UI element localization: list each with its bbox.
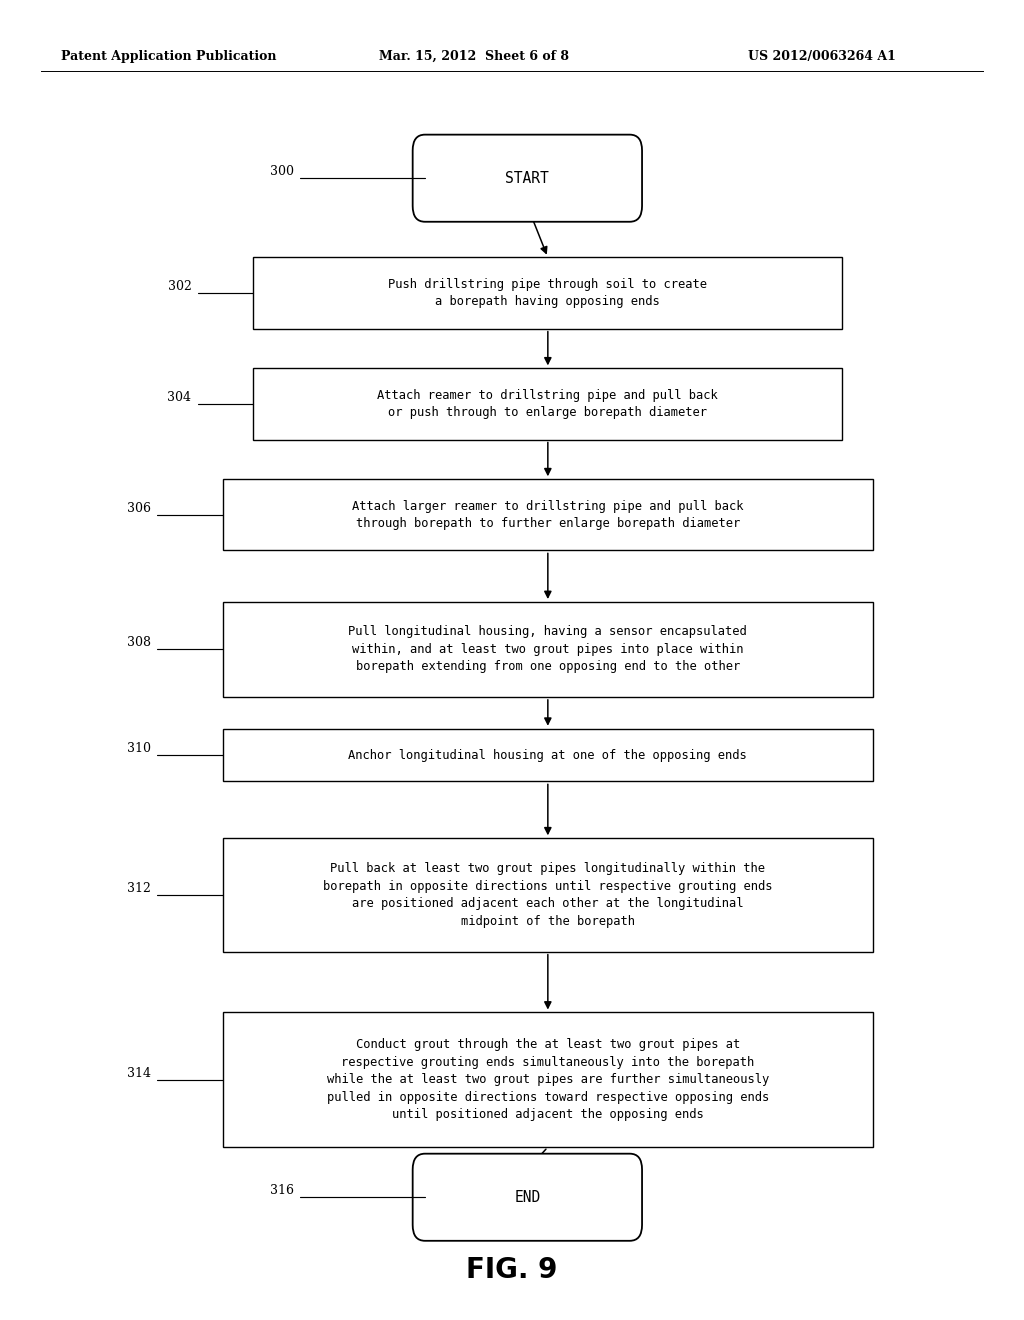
FancyBboxPatch shape	[413, 1154, 642, 1241]
Text: END: END	[514, 1189, 541, 1205]
Text: Attach reamer to drillstring pipe and pull back
or push through to enlarge borep: Attach reamer to drillstring pipe and pu…	[378, 388, 718, 420]
Text: 310: 310	[127, 742, 151, 755]
Text: Conduct grout through the at least two grout pipes at
respective grouting ends s: Conduct grout through the at least two g…	[327, 1039, 769, 1121]
Text: Attach larger reamer to drillstring pipe and pull back
through borepath to furth: Attach larger reamer to drillstring pipe…	[352, 499, 743, 531]
Text: START: START	[506, 170, 549, 186]
Text: 308: 308	[127, 636, 151, 649]
Text: Patent Application Publication: Patent Application Publication	[61, 50, 276, 63]
Text: 304: 304	[168, 391, 191, 404]
FancyBboxPatch shape	[413, 135, 642, 222]
FancyBboxPatch shape	[223, 602, 872, 697]
Text: FIG. 9: FIG. 9	[466, 1255, 558, 1284]
Text: Anchor longitudinal housing at one of the opposing ends: Anchor longitudinal housing at one of th…	[348, 748, 748, 762]
Text: 316: 316	[270, 1184, 294, 1197]
Text: 306: 306	[127, 502, 151, 515]
Text: Push drillstring pipe through soil to create
a borepath having opposing ends: Push drillstring pipe through soil to cr…	[388, 277, 708, 309]
FancyBboxPatch shape	[223, 838, 872, 952]
Text: 312: 312	[127, 882, 151, 895]
Text: Mar. 15, 2012  Sheet 6 of 8: Mar. 15, 2012 Sheet 6 of 8	[379, 50, 569, 63]
FancyBboxPatch shape	[254, 257, 842, 329]
FancyBboxPatch shape	[223, 479, 872, 550]
Text: 314: 314	[127, 1067, 151, 1080]
FancyBboxPatch shape	[223, 729, 872, 781]
Text: 302: 302	[168, 280, 191, 293]
FancyBboxPatch shape	[223, 1012, 872, 1147]
Text: 300: 300	[270, 165, 294, 178]
Text: Pull back at least two grout pipes longitudinally within the
borepath in opposit: Pull back at least two grout pipes longi…	[324, 862, 772, 928]
Text: Pull longitudinal housing, having a sensor encapsulated
within, and at least two: Pull longitudinal housing, having a sens…	[348, 626, 748, 673]
FancyBboxPatch shape	[254, 368, 842, 440]
Text: US 2012/0063264 A1: US 2012/0063264 A1	[748, 50, 895, 63]
